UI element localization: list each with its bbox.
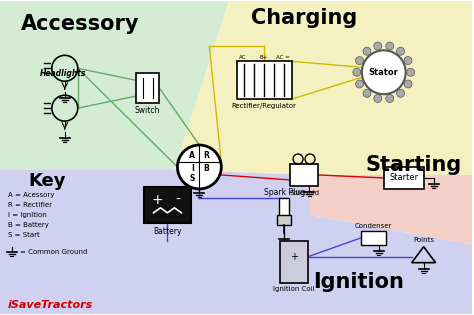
- Text: I = Ignition: I = Ignition: [8, 212, 47, 218]
- Text: AC =: AC =: [276, 55, 290, 60]
- Text: S: S: [190, 175, 195, 183]
- Circle shape: [404, 57, 412, 65]
- Text: R = Rectifier: R = Rectifier: [8, 202, 52, 208]
- Text: Switch: Switch: [135, 106, 160, 115]
- Polygon shape: [0, 1, 229, 170]
- Text: AC: AC: [239, 55, 246, 60]
- Text: Stator: Stator: [369, 68, 399, 77]
- Text: B = Battery: B = Battery: [8, 222, 49, 228]
- Circle shape: [177, 145, 221, 189]
- Circle shape: [356, 57, 364, 65]
- Circle shape: [363, 89, 371, 97]
- Text: +: +: [290, 252, 298, 262]
- Text: Solenoid: Solenoid: [289, 190, 319, 196]
- Circle shape: [386, 42, 394, 50]
- Circle shape: [362, 50, 406, 94]
- Circle shape: [374, 94, 382, 102]
- Text: B: B: [203, 164, 209, 174]
- Text: Points: Points: [413, 237, 434, 243]
- Text: I: I: [191, 164, 194, 174]
- Text: Accessory: Accessory: [20, 14, 139, 34]
- Text: A = Acessory: A = Acessory: [8, 192, 55, 198]
- Text: Battery: Battery: [153, 227, 182, 236]
- Bar: [290, 164, 318, 186]
- Bar: [280, 241, 308, 283]
- Text: Key: Key: [28, 172, 65, 190]
- Text: Condenser: Condenser: [355, 223, 392, 229]
- Polygon shape: [0, 170, 473, 314]
- Text: = Common Ground: = Common Ground: [20, 249, 87, 255]
- Circle shape: [404, 80, 412, 88]
- Text: S = Start: S = Start: [8, 232, 40, 238]
- Circle shape: [356, 80, 364, 88]
- Text: +: +: [152, 193, 164, 207]
- Bar: [279, 198, 289, 216]
- Text: R: R: [203, 151, 210, 159]
- Bar: [237, 61, 292, 99]
- Bar: [361, 231, 386, 245]
- Text: Starting: Starting: [365, 155, 462, 175]
- Text: Headlights: Headlights: [40, 69, 86, 78]
- Circle shape: [407, 68, 415, 76]
- Polygon shape: [174, 1, 473, 175]
- Text: Ignition: Ignition: [313, 272, 404, 292]
- Bar: [144, 187, 191, 223]
- Circle shape: [397, 47, 404, 55]
- Circle shape: [353, 68, 361, 76]
- Circle shape: [363, 47, 371, 55]
- Bar: [136, 73, 159, 103]
- Polygon shape: [309, 175, 473, 245]
- Text: iSaveTractors: iSaveTractors: [8, 300, 93, 310]
- Text: Ignition Coil: Ignition Coil: [273, 286, 315, 292]
- Text: Starter: Starter: [389, 174, 418, 182]
- Bar: [277, 215, 291, 225]
- Text: Spark Plug: Spark Plug: [264, 188, 305, 197]
- Circle shape: [397, 89, 404, 97]
- Text: A: A: [190, 151, 195, 159]
- Bar: [384, 167, 424, 189]
- Circle shape: [374, 42, 382, 50]
- Text: Rectifier/Regulator: Rectifier/Regulator: [232, 103, 297, 109]
- Circle shape: [386, 94, 394, 102]
- Text: -: -: [175, 193, 180, 207]
- Text: Charging: Charging: [251, 9, 357, 28]
- Text: B+: B+: [260, 55, 268, 60]
